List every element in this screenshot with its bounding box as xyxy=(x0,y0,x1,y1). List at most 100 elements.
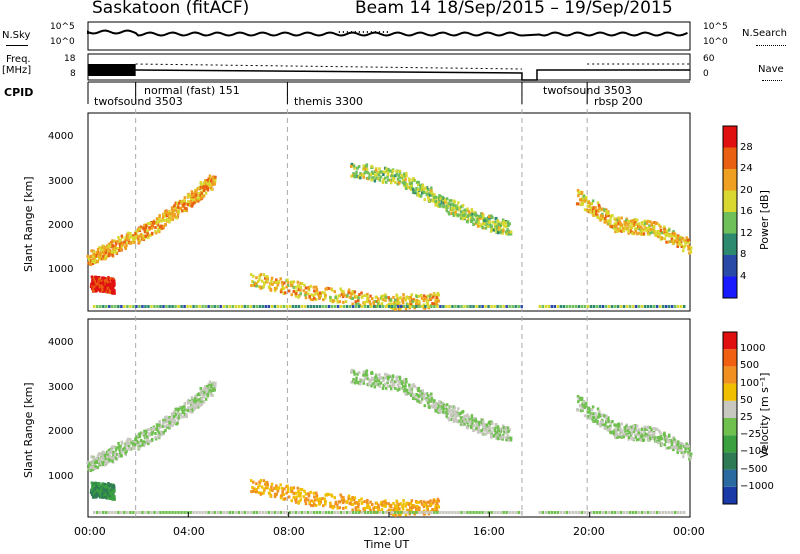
power-near-range-cell xyxy=(460,305,463,308)
power-echo-cell xyxy=(351,290,354,294)
velocity-echo-cell xyxy=(351,503,355,507)
velocity-echo-cell xyxy=(437,499,441,503)
power-echo-cell xyxy=(157,229,160,233)
velocity-echo-cell xyxy=(435,509,438,513)
power-echo-cell xyxy=(671,234,674,238)
velocity-echo-cell xyxy=(209,385,213,389)
power-echo-cell xyxy=(144,234,147,238)
velocity-near-range-cell xyxy=(544,511,548,514)
velocity-echo-cell xyxy=(199,388,203,392)
power-echo-cell xyxy=(434,199,438,203)
velocity-echo-cell xyxy=(637,431,641,435)
velocity-echo-cell xyxy=(285,491,288,495)
power-near-range-cell xyxy=(225,305,228,308)
power-echo-cell xyxy=(150,226,154,230)
velocity-echo-cell xyxy=(595,418,598,422)
velocity-echo-cell xyxy=(377,383,380,387)
power-near-range-cell xyxy=(378,305,382,308)
velocity-echo-cell xyxy=(409,506,412,510)
velocity-echo-cell xyxy=(469,422,473,426)
velocity-echo-cell xyxy=(627,436,631,440)
power-echo-cell xyxy=(262,273,266,277)
velocity-near-range-cell xyxy=(198,511,201,514)
velocity-echo-cell xyxy=(442,405,445,409)
velocity-near-range-cell xyxy=(99,511,102,514)
velocity-colorbar-swatch xyxy=(723,400,737,418)
power-echo-cell xyxy=(505,232,508,236)
power-echo-cell xyxy=(636,232,639,236)
power-near-range-cell xyxy=(637,305,641,308)
velocity-echo-cell xyxy=(270,485,273,489)
velocity-echo-cell xyxy=(398,503,401,507)
power-echo-cell xyxy=(473,213,477,217)
power-echo-cell xyxy=(603,220,606,224)
power-echo-cell xyxy=(402,293,405,297)
velocity-echo-cell xyxy=(155,427,158,431)
velocity-echo-cell xyxy=(382,379,385,383)
power-echo-cell xyxy=(212,181,215,185)
velocity-echo-cell xyxy=(213,385,217,389)
velocity-echo-cell xyxy=(677,448,681,452)
power-echo-cell xyxy=(108,290,111,294)
velocity-colorbar-tick: −100 xyxy=(740,446,768,458)
velocity-echo-cell xyxy=(581,402,584,406)
power-echo-cell xyxy=(324,287,327,291)
power-echo-cell xyxy=(193,195,196,199)
power-echo-cell xyxy=(404,171,408,175)
velocity-echo-cell xyxy=(250,490,253,494)
velocity-echo-cell xyxy=(417,386,421,390)
power-echo-cell xyxy=(125,241,128,245)
velocity-echo-cell xyxy=(642,438,646,442)
velocity-echo-cell xyxy=(304,492,308,496)
velocity-near-range-cell xyxy=(111,511,114,514)
velocity-echo-cell xyxy=(681,443,685,447)
velocity-echo-cell xyxy=(670,438,673,442)
velocity-echo-cell xyxy=(439,410,442,414)
power-echo-cell xyxy=(203,185,206,189)
velocity-colorbar-tick: 1000 xyxy=(740,343,766,355)
power-near-range-cell xyxy=(270,305,274,308)
power-echo-cell xyxy=(209,179,213,183)
power-echo-cell xyxy=(641,227,644,231)
velocity-echo-cell xyxy=(404,377,408,381)
power-echo-cell xyxy=(116,246,119,250)
power-echo-cell xyxy=(635,226,639,230)
power-echo-cell xyxy=(484,219,487,223)
velocity-colorbar-tick: 25 xyxy=(740,412,753,423)
power-echo-cell xyxy=(155,221,158,225)
velocity-echo-cell xyxy=(107,450,110,454)
power-echo-cell xyxy=(684,241,688,245)
power-echo-cell xyxy=(314,285,318,289)
velocity-echo-cell xyxy=(279,496,283,500)
power-echo-cell xyxy=(664,233,668,237)
power-echo-cell xyxy=(376,302,380,306)
velocity-echo-cell xyxy=(393,507,396,511)
power-echo-cell xyxy=(433,196,436,200)
velocity-echo-cell xyxy=(622,433,625,437)
velocity-echo-cell xyxy=(209,389,213,393)
velocity-echo-cell xyxy=(456,419,459,423)
velocity-echo-cell xyxy=(429,499,432,503)
velocity-colorbar-swatch xyxy=(723,383,737,401)
velocity-near-range-cell xyxy=(180,511,183,514)
velocity-echo-cell xyxy=(392,384,395,388)
power-echo-cell xyxy=(171,208,174,212)
power-echo-cell xyxy=(274,287,277,291)
velocity-colorbar-swatch xyxy=(723,435,737,453)
power-echo-cell xyxy=(389,298,393,302)
velocity-echo-cell xyxy=(684,447,688,451)
velocity-near-range-cell xyxy=(210,511,213,514)
power-echo-cell xyxy=(128,236,131,240)
velocity-echo-cell xyxy=(366,498,369,502)
velocity-near-range-cell xyxy=(409,511,412,514)
power-echo-cell xyxy=(643,219,646,223)
velocity-echo-cell xyxy=(164,418,168,422)
velocity-echo-cell xyxy=(611,419,614,423)
power-near-range-cell xyxy=(204,305,207,308)
power-echo-cell xyxy=(616,230,619,234)
velocity-echo-cell xyxy=(370,503,374,507)
power-echo-cell xyxy=(660,231,664,235)
power-echo-cell xyxy=(387,167,390,171)
power-echo-cell xyxy=(108,242,112,246)
power-echo-cell xyxy=(99,251,102,255)
